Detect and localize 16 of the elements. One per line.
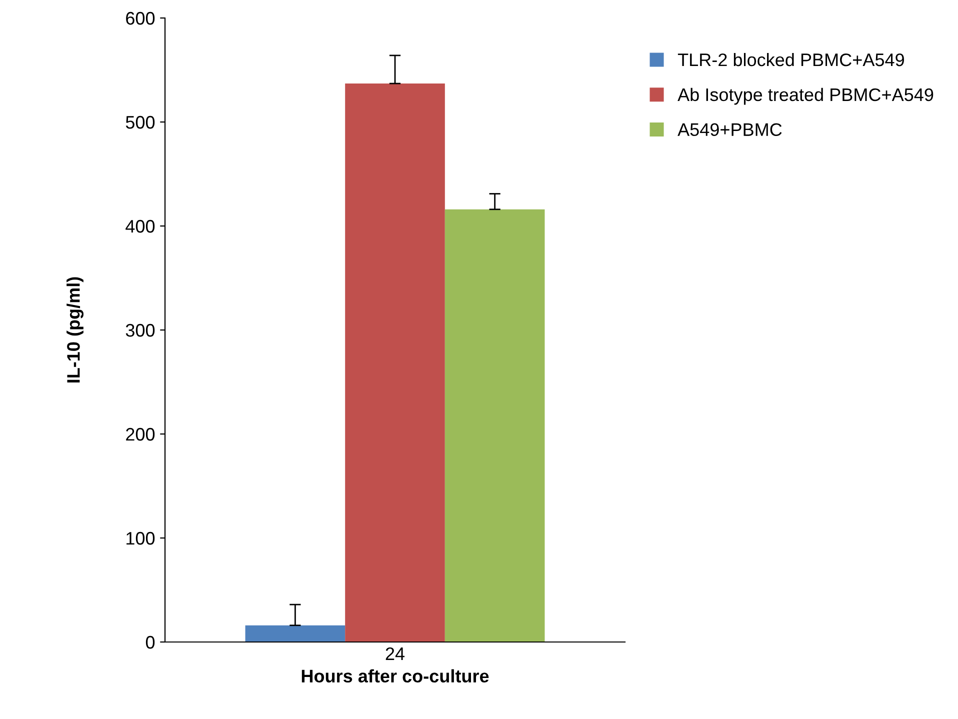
bar <box>345 84 445 642</box>
y-tick-label: 0 <box>146 636 155 649</box>
y-tick-label: 400 <box>126 220 155 233</box>
y-tick-label: 300 <box>126 324 155 337</box>
y-tick-label: 500 <box>126 116 155 129</box>
bar <box>245 625 346 642</box>
x-tick-label: 24 <box>386 647 405 660</box>
x-axis-title: Hours after co-culture <box>302 669 489 683</box>
legend-label: A549+PBMC <box>678 123 782 136</box>
bar <box>444 209 545 642</box>
y-tick-label: 600 <box>126 12 155 25</box>
y-tick-label: 100 <box>126 532 155 545</box>
legend-label: Ab Isotype treated PBMC+A549 <box>678 88 934 105</box>
y-axis-title: IL-10 (pg/ml) <box>66 277 84 382</box>
y-tick-label: 200 <box>126 428 155 441</box>
legend-label: TLR-2 blocked PBMC+A549 <box>678 52 904 66</box>
